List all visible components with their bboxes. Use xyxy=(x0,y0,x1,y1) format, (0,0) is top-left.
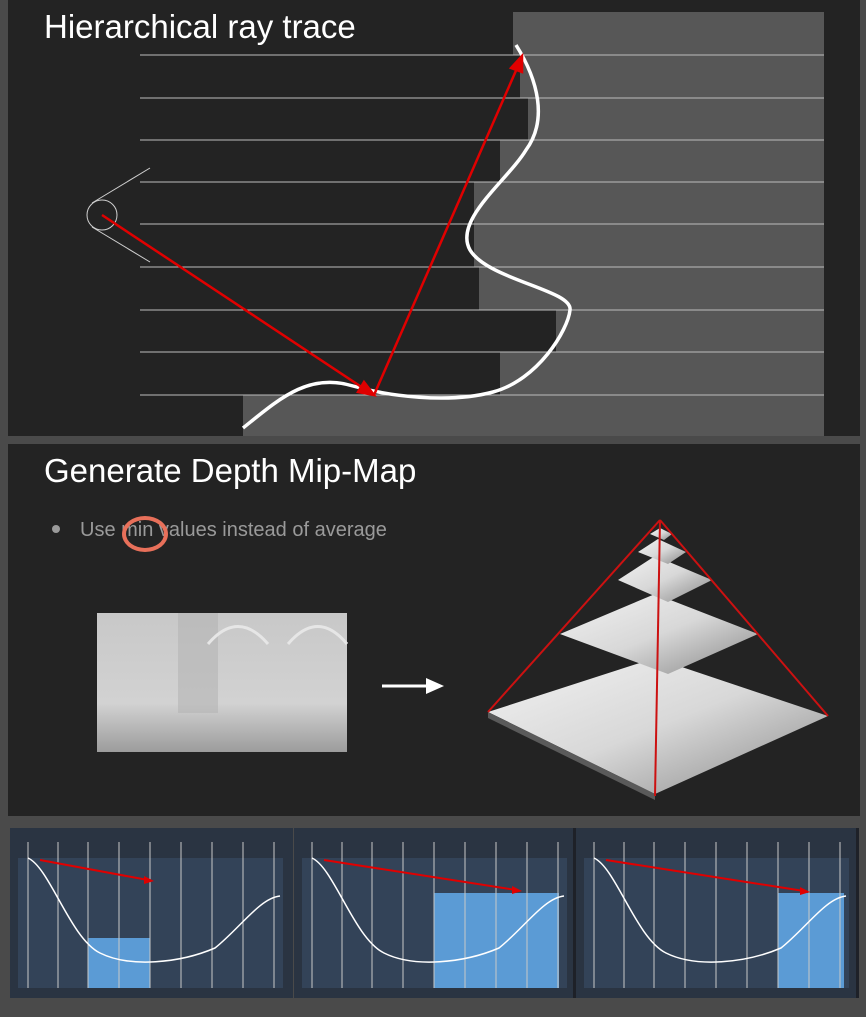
mip-map-diagram xyxy=(97,519,829,800)
slide-depth-mip-map: Generate Depth Mip-Map Use min values in… xyxy=(8,444,860,816)
eye-icon xyxy=(86,167,151,263)
highlight-circle xyxy=(122,516,168,552)
surface-curve xyxy=(241,44,572,430)
ray-trace-diagram xyxy=(86,12,824,436)
pyramid-edges xyxy=(487,519,829,797)
slide-title-2: Generate Depth Mip-Map xyxy=(44,452,417,489)
depth-image xyxy=(97,613,349,752)
mip-pyramid xyxy=(488,528,828,800)
trace-panel-1 xyxy=(10,828,293,998)
ray xyxy=(101,52,524,397)
arrow-icon xyxy=(382,678,444,694)
trace-panel-3 xyxy=(576,828,859,998)
bullet-text-prefix: Use xyxy=(80,519,122,541)
bullet-text-suffix: values instead of average xyxy=(153,519,387,541)
slide-title: Hierarchical ray trace xyxy=(44,8,356,45)
trace-panel-2 xyxy=(294,828,577,998)
slide-hierarchical-ray-trace: Hierarchical ray trace xyxy=(8,0,860,436)
bullet-dot xyxy=(52,524,60,533)
